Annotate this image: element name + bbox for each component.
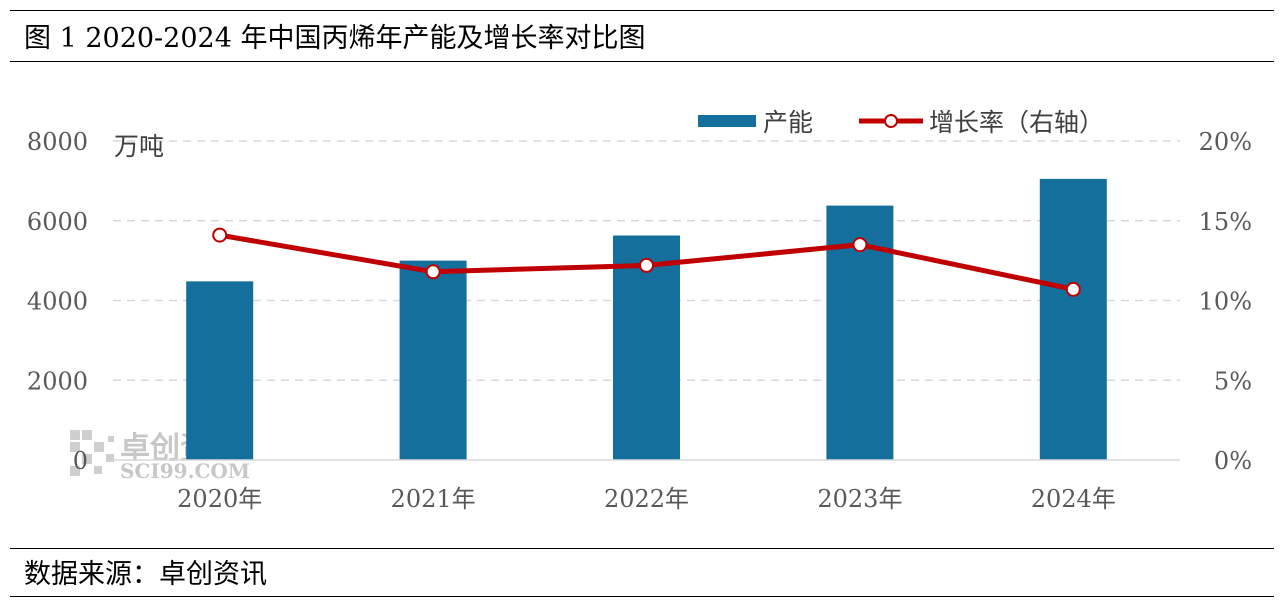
y-left-tick-label: 6000 — [27, 208, 88, 236]
title-rule — [10, 61, 1274, 62]
line-point — [1065, 281, 1081, 297]
y-axis-unit: 万吨 — [114, 132, 164, 161]
y-right-tick-label: 10% — [1199, 288, 1252, 316]
x-tick-label: 2022年 — [604, 485, 689, 513]
line-point — [425, 264, 441, 280]
y-right-tick-label: 20% — [1199, 128, 1252, 156]
x-tick-label: 2023年 — [817, 485, 902, 513]
bar — [613, 235, 680, 460]
y-right-tick-label: 0% — [1214, 447, 1252, 475]
legend: 产能 增长率（右轴） — [698, 108, 1104, 137]
y-left-tick-label: 4000 — [27, 288, 88, 316]
figure-title: 图 1 2020-2024 年中国丙烯年产能及增长率对比图 — [24, 23, 646, 54]
x-tick-label: 2020年 — [177, 485, 262, 513]
x-axis: 2020年 2021年 2022年 2023年 2024年 — [177, 485, 1116, 513]
source-note: 数据来源：卓创资讯 — [24, 559, 267, 590]
x-tick-label: 2021年 — [391, 485, 476, 513]
watermark-logo-icon — [70, 430, 114, 476]
line-point — [852, 237, 868, 253]
legend-swatch-bar — [698, 115, 756, 127]
y-left-tick-label: 0 — [73, 447, 88, 475]
legend-swatch-marker — [884, 114, 898, 128]
y-right-tick-label: 5% — [1214, 367, 1252, 395]
source-rule-top — [10, 548, 1274, 549]
legend-label-bar: 产能 — [763, 108, 813, 137]
y-axis-left: 0 2000 4000 6000 8000 — [27, 128, 88, 475]
legend-label-line: 增长率（右轴） — [929, 108, 1104, 137]
y-axis-right: 0% 5% 10% 15% 20% — [1199, 128, 1252, 475]
x-tick-label: 2024年 — [1031, 485, 1116, 513]
y-left-tick-label: 8000 — [27, 128, 88, 156]
bar — [186, 281, 254, 460]
line-point — [212, 227, 228, 243]
watermark-domain: SCI99.COM — [120, 459, 250, 483]
line-point — [639, 257, 654, 273]
source-rule-bottom — [10, 596, 1274, 597]
bar — [1039, 178, 1107, 460]
y-left-tick-label: 2000 — [27, 367, 88, 395]
bar — [399, 260, 467, 460]
top-rule — [10, 10, 1274, 11]
line-series — [212, 227, 1081, 297]
y-right-tick-label: 15% — [1199, 208, 1252, 236]
